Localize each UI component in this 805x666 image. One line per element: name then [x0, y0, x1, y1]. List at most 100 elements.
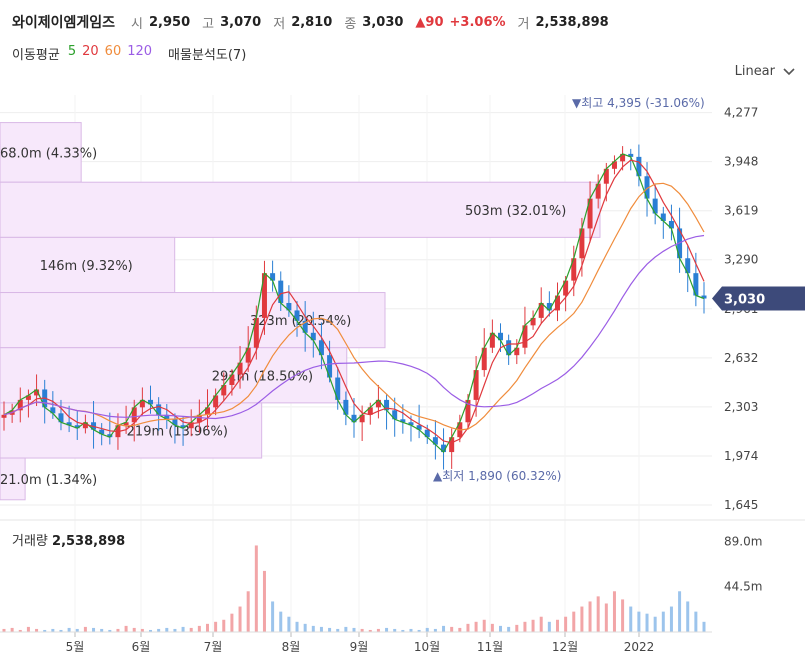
volume-bar: [303, 623, 307, 632]
candle-body: [587, 198, 593, 229]
volume-bar: [287, 616, 291, 632]
volume-bar: [189, 627, 193, 632]
candle-body: [668, 220, 674, 229]
ma-120: 120: [127, 44, 153, 59]
volume-profile-label[interactable]: 매물분석도(7): [168, 48, 247, 63]
volume-bar: [100, 628, 104, 632]
volume-bar: [458, 627, 462, 632]
volume-bar: [319, 626, 323, 632]
candle-body: [489, 332, 495, 348]
volume-bar: [140, 628, 144, 632]
candle-body: [685, 258, 691, 274]
candle-body: [66, 422, 72, 426]
candle-body: [424, 429, 430, 438]
candle-body: [196, 414, 202, 423]
candle-body: [131, 407, 137, 423]
volume-bar: [523, 621, 527, 632]
ma-label[interactable]: 이동평균: [12, 48, 60, 63]
candle-body: [343, 399, 349, 415]
volume-bar: [490, 623, 494, 632]
candle-body: [58, 413, 64, 423]
volume-bar: [10, 627, 14, 632]
candle-body: [294, 310, 300, 321]
volume-bar: [515, 624, 519, 632]
volume-profile-bar: [0, 457, 26, 501]
candle-body: [107, 434, 113, 438]
volume-bar: [368, 629, 372, 632]
ma-5: 5: [67, 44, 77, 59]
volume-bar: [254, 545, 258, 632]
x-tick-label: 5월: [66, 640, 85, 654]
volume-panel-value: 2,538,898: [52, 534, 126, 549]
volume-bar: [588, 601, 592, 632]
candle-body: [367, 407, 373, 415]
candle-body: [237, 362, 243, 375]
ma-60: 60: [104, 44, 122, 59]
candle-body: [1, 414, 7, 418]
close-value: 3,030: [362, 14, 404, 30]
volume-profile-layer: 68.0m (4.33%) 503m (32.01%) 146m (9.32%) 32…: [0, 122, 601, 501]
volume-bar: [75, 628, 79, 632]
volume-bar: [678, 591, 682, 632]
volume-bar: [409, 628, 413, 632]
candle-body: [644, 176, 650, 199]
candle-body: [318, 340, 324, 356]
y-tick-label: 1,974: [724, 449, 758, 463]
candle-body: [538, 302, 544, 318]
x-tick-label: 7월: [204, 640, 223, 654]
volume-panel-title: 거래량: [12, 534, 48, 549]
volume-tick-label: 44.5m: [724, 580, 762, 594]
close-label: 종: [344, 16, 357, 32]
volume-bar: [661, 611, 665, 632]
candle-body: [156, 404, 162, 415]
candle-body: [693, 273, 699, 296]
low-value: 2,810: [291, 14, 333, 30]
candle-body: [82, 422, 88, 429]
volume-bar: [352, 627, 356, 632]
volume-bar: [238, 606, 242, 632]
volume-bar: [547, 621, 551, 632]
candle-body: [351, 414, 357, 423]
volume-bar: [197, 625, 201, 632]
current-price-label: 3,030: [724, 293, 765, 308]
candle-body: [188, 422, 194, 429]
high-label: 고: [202, 16, 215, 32]
current-price-badge: [712, 286, 805, 311]
volume-bar: [376, 628, 380, 632]
stock-name: 와이제이엠게임즈: [12, 15, 116, 31]
volume-bar: [433, 628, 437, 632]
volume-bar: [507, 626, 511, 632]
candle-body: [359, 414, 365, 423]
annotation-layer: ▼최고 4,395 (-31.06%) ▲최저 1,890 (60.32%) 3,0…: [433, 96, 805, 483]
volume-bar: [621, 599, 625, 632]
axis-layer: 4,2773,9483,6193,2902,9612,6322,3031,974…: [0, 106, 805, 654]
volume-profile-label: 68.0m (4.33%): [0, 146, 97, 161]
volume-bar: [474, 621, 478, 632]
candle-body: [620, 153, 626, 162]
candle-body: [229, 374, 235, 385]
candle-body: [611, 161, 617, 169]
y-tick-label: 1,645: [724, 498, 758, 512]
y-tick-label: 3,948: [724, 155, 758, 169]
x-tick-label: 2022: [624, 640, 655, 654]
volume-bar: [279, 611, 283, 632]
candle-body: [164, 414, 170, 420]
candle-body: [449, 437, 455, 453]
volume-bar: [596, 596, 600, 632]
volume-bar: [18, 629, 22, 632]
candle-body: [563, 280, 569, 296]
candle-body: [123, 422, 129, 426]
volume-profile-label: 219m (13.96%): [127, 424, 228, 439]
scale-select-value: Linear: [734, 64, 775, 79]
volume-bar: [181, 626, 185, 632]
y-tick-label: 3,290: [724, 253, 758, 267]
candle-body: [74, 425, 80, 429]
volume-bar: [108, 629, 112, 632]
volume-bar: [572, 611, 576, 632]
volume-bar: [417, 629, 421, 632]
scale-select[interactable]: Linear: [735, 64, 795, 79]
volume-bar: [466, 623, 470, 632]
candle-body: [221, 384, 227, 396]
candle-body: [465, 399, 471, 423]
